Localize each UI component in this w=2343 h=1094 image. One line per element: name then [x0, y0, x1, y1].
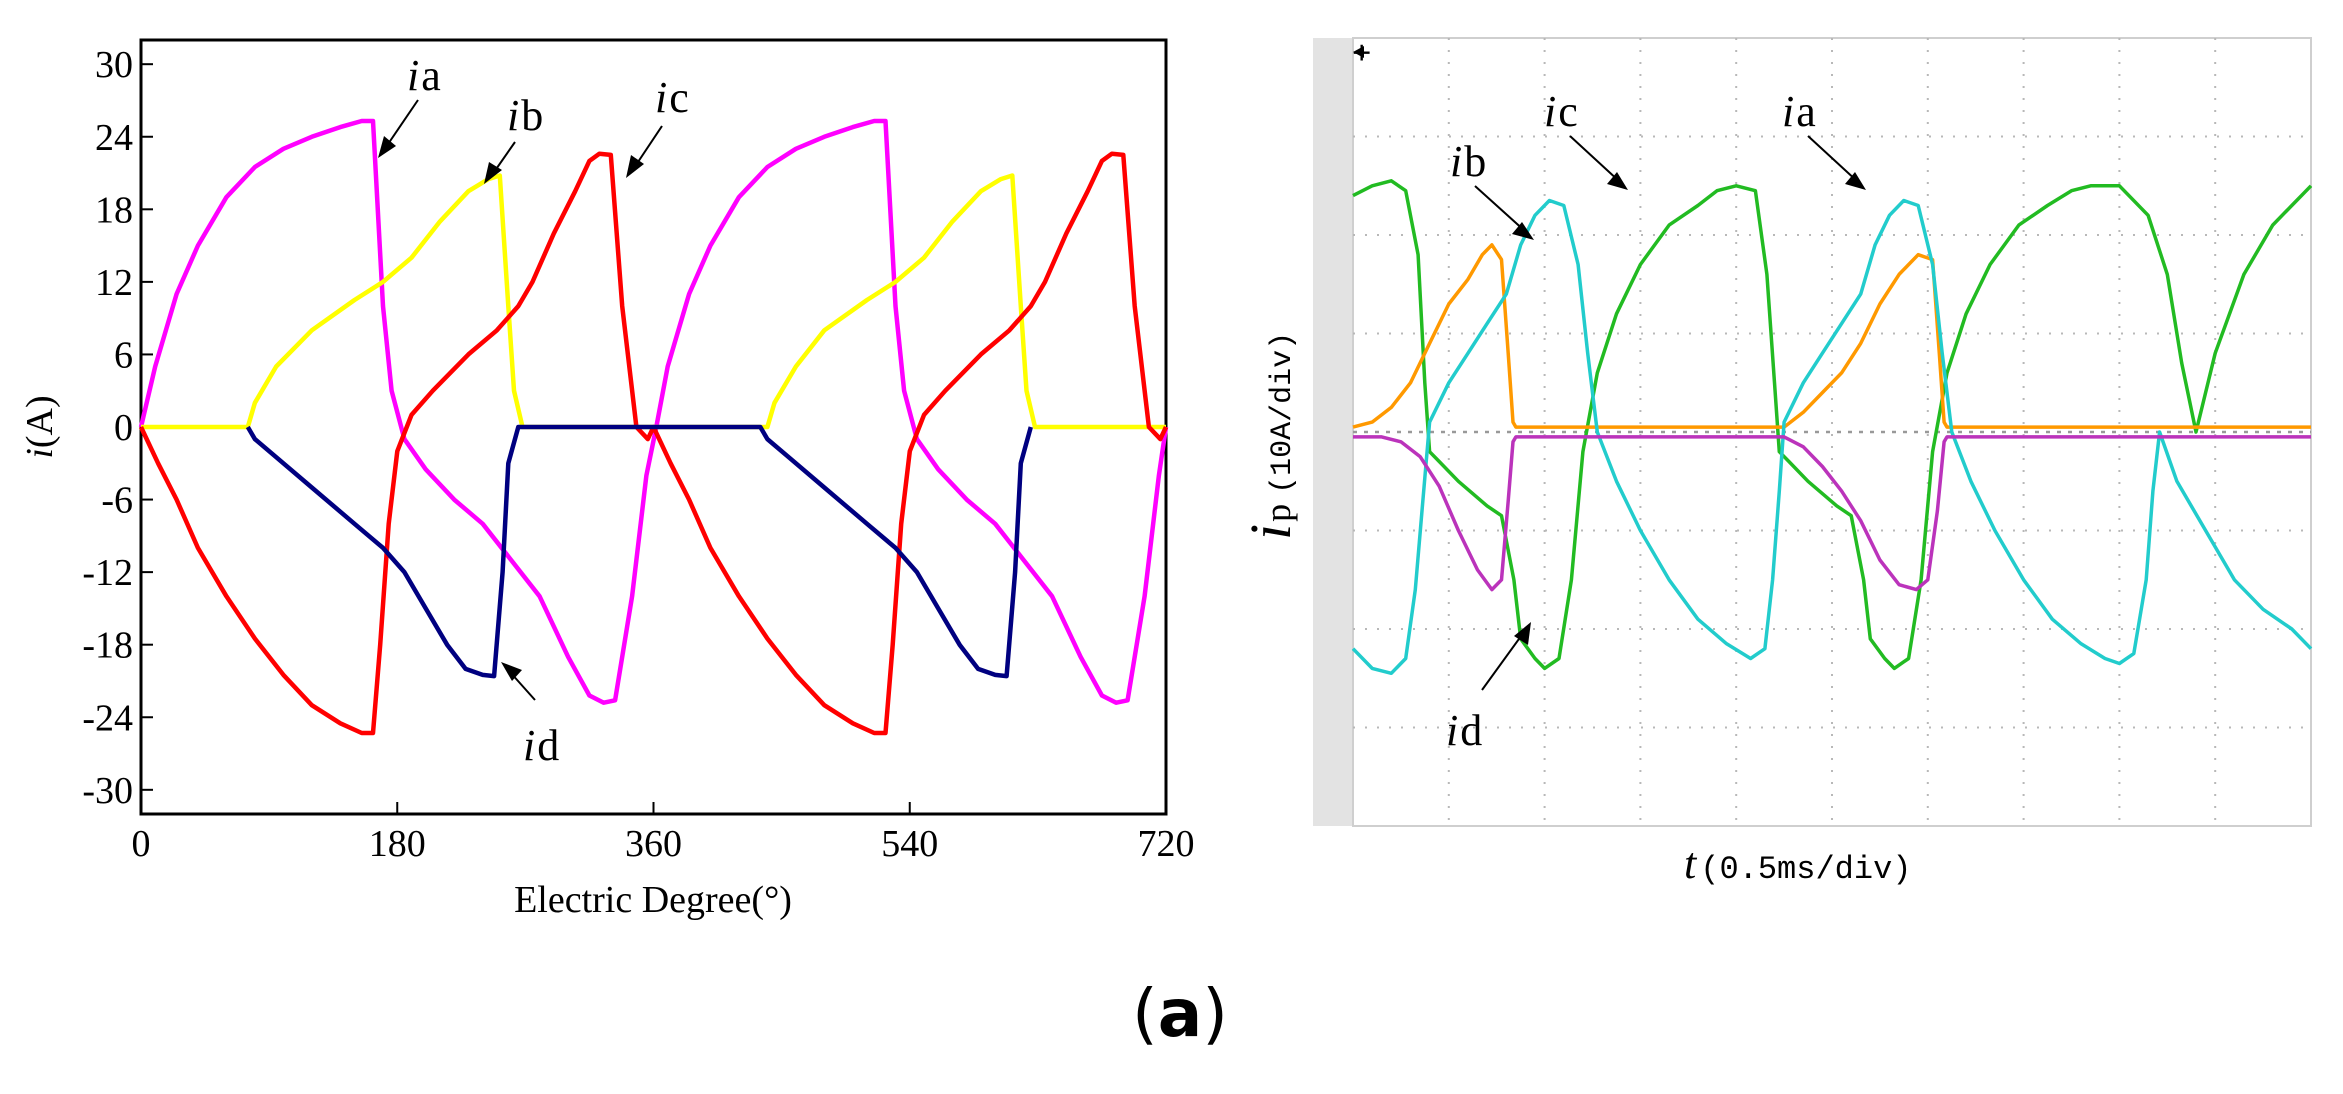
simulation-chart: 30 24 18 12 6 0 -6 -12 -18 -24 -30 0 180 360 540 720 i(… — [19, 38, 1195, 921]
caption-open: ( — [1131, 975, 1158, 1052]
left-ytick-label-5: 0 — [114, 407, 133, 449]
left-y-label-i: i — [19, 448, 61, 459]
scope-left-strip — [1313, 38, 1353, 826]
right-ann-id-arrowhead — [1514, 622, 1531, 645]
right-annotation-id: id — [1446, 622, 1531, 755]
left-ytick-label-7: -12 — [82, 552, 133, 594]
right-ann-ib-line — [1474, 185, 1527, 233]
left-ann-ia-arrowhead — [378, 136, 396, 158]
right-annotation-ib: ib — [1450, 137, 1534, 240]
left-ann-ic-text: ic — [655, 73, 689, 122]
left-x-label: Electric Degree(°) — [514, 879, 792, 921]
left-y-label-unit: (A) — [19, 395, 61, 448]
right-ann-ic-line — [1569, 135, 1621, 183]
left-annotation-id: id — [501, 662, 559, 770]
left-ytick-label-9: -24 — [82, 697, 133, 739]
left-annotation-ia: ia — [378, 51, 441, 158]
left-ytick-label-1: 24 — [95, 117, 133, 159]
right-x-label: t (0.5ms/div) — [1684, 839, 1911, 888]
scope-trigger-arrow — [1353, 46, 1364, 58]
left-ytick-label-4: 6 — [114, 334, 133, 376]
left-ytick-label-2: 18 — [95, 189, 133, 231]
right-ann-ic-arrowhead — [1607, 172, 1628, 190]
right-ann-ib-arrowhead — [1512, 222, 1534, 240]
right-ann-ia-arrowhead — [1845, 172, 1866, 190]
caption-letter: a — [1157, 975, 1203, 1052]
left-ytick-label-3: 12 — [95, 262, 133, 304]
left-xtick-label-1: 180 — [369, 823, 426, 865]
right-ann-ic-text: ic — [1544, 87, 1578, 136]
left-series-id — [245, 424, 1033, 679]
left-xtick-label-4: 720 — [1138, 823, 1195, 865]
left-ytick-label-6: -6 — [101, 480, 133, 522]
left-ann-id-arrowhead — [501, 662, 522, 681]
right-series-ia — [1352, 179, 2313, 671]
right-ann-id-line — [1481, 631, 1525, 691]
left-ann-ib-arrowhead — [484, 162, 502, 184]
right-series-ic — [1351, 198, 2313, 676]
left-ytick-label-8: -18 — [82, 625, 133, 667]
left-ytick-label-10: -30 — [82, 770, 133, 812]
right-series-id — [1353, 435, 2311, 592]
left-series-group — [138, 118, 1169, 736]
right-ann-ib-text: ib — [1450, 137, 1486, 186]
oscilloscope-chart: + ip(10A/div) t(0.5ms/div) ia ib ic id — [1238, 35, 2313, 888]
right-series-group — [1351, 179, 2313, 676]
left-xtick-label-3: 540 — [881, 823, 938, 865]
right-ann-ia-text: ia — [1782, 87, 1816, 136]
right-ann-id-text: id — [1446, 706, 1482, 755]
right-annotation-ia: ia — [1782, 87, 1866, 190]
left-ytick-label-0: 30 — [95, 44, 133, 86]
left-annotation-ic: ic — [626, 73, 689, 178]
left-ann-id-text: id — [523, 721, 559, 770]
left-ann-ib-text: ib — [507, 91, 543, 140]
right-annotation-ic: ic — [1544, 87, 1628, 190]
left-y-label: i(A) — [19, 395, 61, 458]
left-ann-ia-text: ia — [407, 51, 441, 100]
right-y-label: ip(10A/div) — [1238, 332, 1303, 540]
left-axis-ticks: 30 24 18 12 6 0 -6 -12 -18 -24 -30 0 180 360 540 720 — [82, 44, 1194, 865]
left-ann-ic-arrowhead — [626, 155, 644, 178]
scope-plot-frame — [1352, 37, 2312, 827]
left-xtick-label-0: 0 — [132, 823, 151, 865]
right-ann-ia-line — [1807, 135, 1859, 183]
left-xtick-label-2: 360 — [625, 823, 682, 865]
caption-close: ) — [1202, 975, 1229, 1052]
figure-caption: (a) — [1110, 975, 1250, 1052]
left-annotation-ib: ib — [484, 91, 543, 184]
